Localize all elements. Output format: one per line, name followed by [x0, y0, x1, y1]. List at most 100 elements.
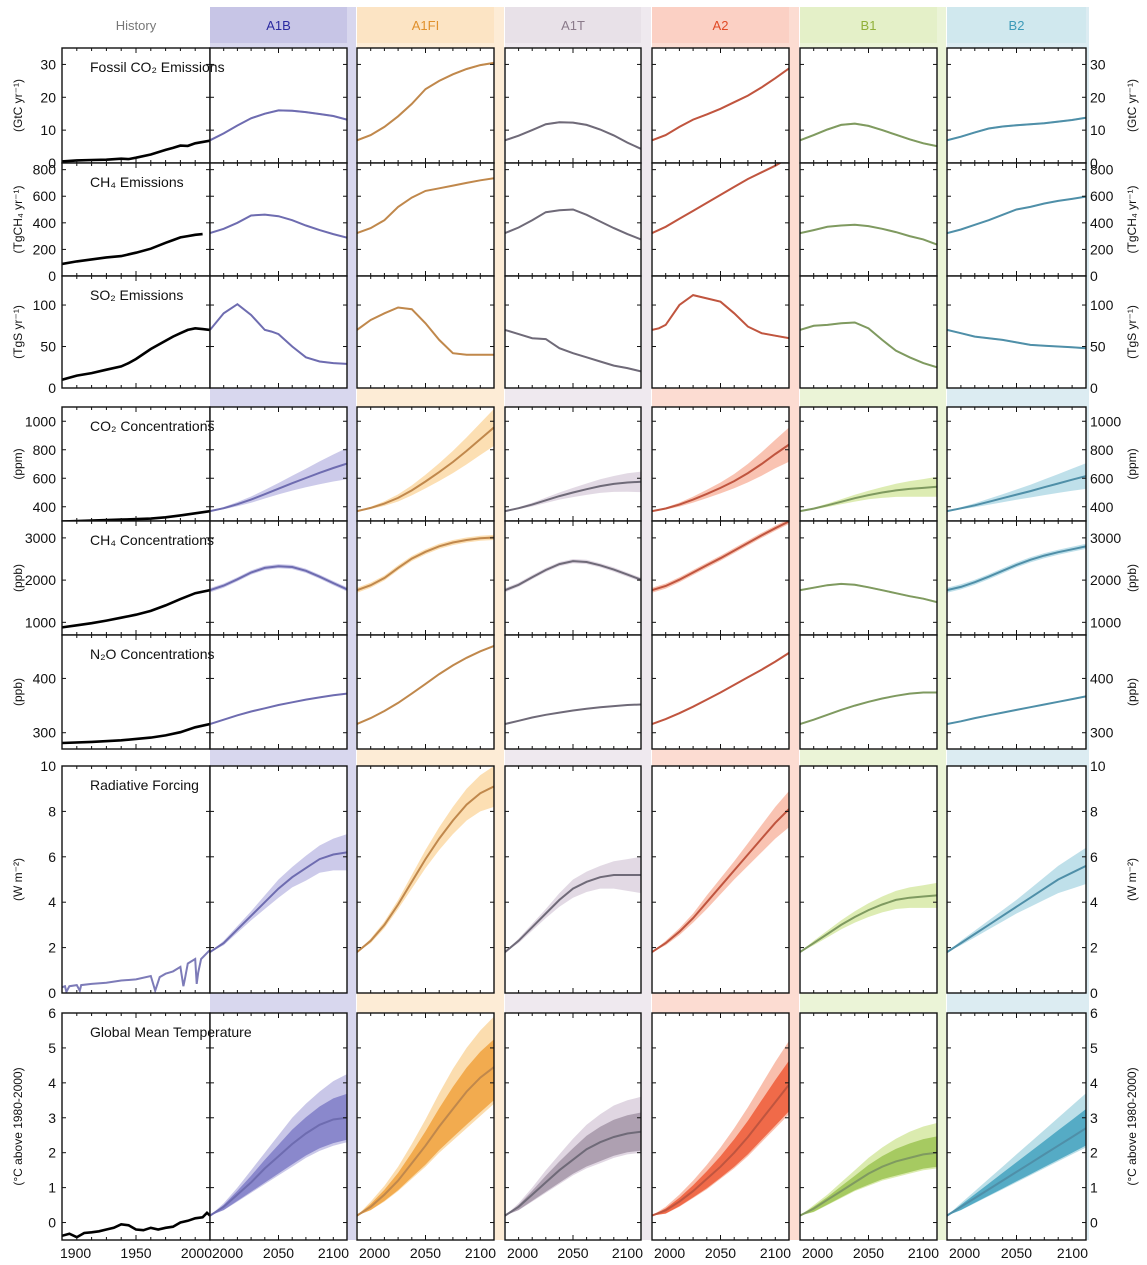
- panel: [61, 406, 211, 522]
- y-tick-label-left: 30: [40, 56, 56, 72]
- scenario-series-line: [505, 874, 641, 953]
- x-tick-label: 2050: [853, 1245, 884, 1261]
- scenario-series-line: [505, 328, 641, 373]
- y-axis-label-right: (W m⁻²): [1125, 858, 1139, 901]
- panel: [356, 162, 495, 277]
- scenario-gutter: [347, 7, 356, 1240]
- scenario-column-strip: [210, 43, 347, 48]
- y-tick-label-left: 0: [48, 985, 56, 1001]
- panel-title: Radiative Forcing: [90, 777, 199, 793]
- scenario-header-label: A2: [713, 18, 729, 33]
- y-axis-label-left: (°C above 1980-2000): [11, 1067, 25, 1185]
- panel: [946, 162, 1087, 277]
- panel: [209, 520, 348, 636]
- history-series-line: [62, 232, 203, 266]
- panel: [946, 47, 1087, 164]
- scenario-series-line: [210, 692, 347, 725]
- scenario-series-line: [800, 321, 937, 369]
- y-tick-label-right: 800: [1090, 442, 1114, 458]
- y-tick-label-right: 30: [1090, 56, 1106, 72]
- y-tick-label-right: 10: [1090, 758, 1106, 774]
- scenario-column-strip: [357, 749, 494, 766]
- scenario-header-background: [652, 7, 789, 43]
- panel: [651, 1012, 790, 1241]
- y-tick-label-right: 600: [1090, 470, 1114, 486]
- scenario-column-strip: [210, 993, 347, 1013]
- panel: [651, 634, 790, 750]
- scenario-column-strip: [652, 749, 789, 766]
- panel: [356, 275, 495, 389]
- scenario-series-line: [505, 560, 641, 592]
- scenario-series-line: [652, 808, 789, 953]
- y-tick-label-left: 0: [48, 155, 56, 171]
- scenario-header-background: [62, 7, 210, 43]
- panel-background: [652, 163, 789, 276]
- panel-background: [505, 521, 641, 635]
- uncertainty-core-band: [210, 1093, 347, 1216]
- y-tick-label-right: 0: [1090, 1215, 1098, 1231]
- y-tick-label-left: 400: [33, 499, 57, 515]
- scenario-series-line: [800, 223, 937, 246]
- y-tick-label-left: 3000: [25, 530, 56, 546]
- panel: [946, 1012, 1087, 1241]
- y-tick-label-left: 600: [33, 188, 57, 204]
- panel-background: [210, 635, 347, 749]
- history-series-line: [62, 1210, 210, 1239]
- scenario-header-label: B1: [861, 18, 877, 33]
- panel: [504, 275, 642, 389]
- scenario-series-line: [947, 695, 1086, 725]
- y-axis-label-left: (W m⁻²): [11, 858, 25, 901]
- scenario-column-strip: [947, 388, 1086, 407]
- y-tick-label-right: 2000: [1090, 572, 1121, 588]
- scenario-column-strip: [800, 43, 937, 48]
- scenario-header-a1t: A1T: [505, 7, 641, 43]
- scenario-series-line: [652, 521, 789, 592]
- panel-background: [652, 276, 789, 388]
- panel: [799, 162, 938, 277]
- panel: [209, 47, 348, 164]
- y-tick-label-right: 1000: [1090, 614, 1121, 630]
- y-tick-label-left: 200: [33, 241, 57, 257]
- y-tick-label-left: 0: [48, 268, 56, 284]
- uncertainty-band: [947, 1093, 1086, 1216]
- y-tick-label-left: 400: [33, 670, 57, 686]
- y-tick-label-right: 800: [1090, 162, 1114, 178]
- panel-background: [800, 48, 937, 163]
- uncertainty-core-band: [357, 1039, 494, 1216]
- panel: [946, 275, 1087, 389]
- scenario-column-strip: [947, 43, 1086, 48]
- uncertainty-band: [947, 847, 1086, 953]
- scenario-series-line: [652, 652, 789, 725]
- y-tick-label-right: 0: [1090, 268, 1098, 284]
- uncertainty-band: [800, 882, 937, 953]
- panel: [504, 765, 642, 994]
- panel: [651, 162, 790, 277]
- y-tick-label-left: 100: [33, 297, 57, 313]
- panel: [209, 1012, 348, 1241]
- history-series-line: [62, 949, 210, 993]
- panel: [504, 634, 642, 750]
- scenario-series-line: [652, 67, 789, 142]
- panel: [651, 520, 790, 636]
- uncertainty-band: [505, 471, 641, 512]
- panel-row-4: CH₄ Concentrations 1000 1000 2000 2000 3000 30…: [11, 520, 1139, 636]
- y-tick-label-right: 6: [1090, 849, 1098, 865]
- y-tick-label-left: 5: [48, 1040, 56, 1056]
- panel-background: [62, 1013, 210, 1240]
- y-tick-label-right: 2: [1090, 940, 1098, 956]
- panel: [504, 47, 642, 164]
- y-tick-label-right: 400: [1090, 499, 1114, 515]
- y-axis-label-right: (ppm): [1125, 448, 1139, 479]
- panel: [356, 1012, 495, 1241]
- panel: [356, 520, 495, 636]
- panel: [504, 162, 642, 277]
- scenario-series-line: [947, 328, 1086, 350]
- scenario-header-background: [505, 7, 641, 43]
- y-tick-label-left: 6: [48, 1005, 56, 1021]
- panel-background: [652, 521, 789, 635]
- panel-background: [210, 276, 347, 388]
- y-tick-label-right: 6: [1090, 1005, 1098, 1021]
- y-axis-label-left: (GtC yr⁻¹): [11, 79, 25, 132]
- x-tick-label: 2050: [705, 1245, 736, 1261]
- panel: [209, 275, 348, 389]
